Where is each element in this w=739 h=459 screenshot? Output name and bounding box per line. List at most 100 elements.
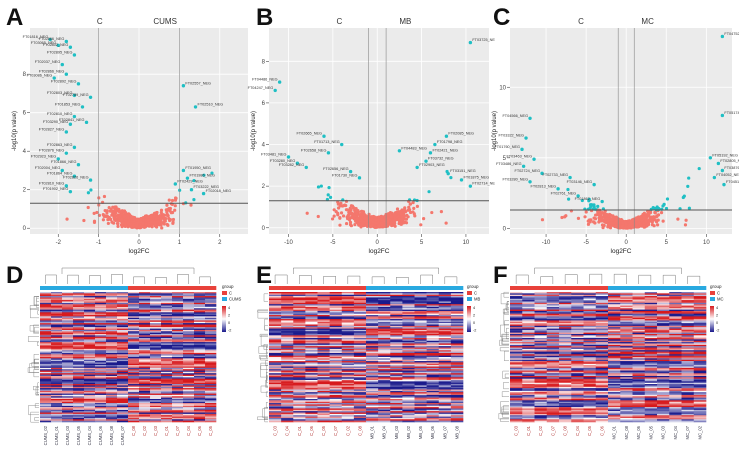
heatmap-cell xyxy=(183,351,195,354)
heatmap-cell xyxy=(438,369,452,371)
heatmap-cell xyxy=(172,392,184,394)
heatmap-cell xyxy=(305,340,318,343)
heatmap-cell xyxy=(341,367,355,370)
nonsignificant-point xyxy=(155,220,159,224)
heatmap-cell xyxy=(117,365,129,367)
heatmap-cell xyxy=(205,355,217,358)
heatmap-cell xyxy=(40,347,52,350)
heatmap-cell xyxy=(293,382,306,385)
nonsignificant-point xyxy=(105,209,109,213)
heatmap-cell xyxy=(51,393,63,396)
heatmap-cell xyxy=(194,302,206,305)
heatmap-cell xyxy=(172,297,184,300)
heatmap-cell xyxy=(40,325,52,328)
heatmap-cell xyxy=(40,358,52,361)
heatmap-cell xyxy=(329,340,343,343)
heatmap-cell xyxy=(317,342,330,344)
dendrogram-branch xyxy=(266,372,268,380)
heatmap-cell xyxy=(106,347,118,350)
heatmap-cell xyxy=(62,319,74,321)
heatmap-cell xyxy=(139,301,151,304)
heatmap-cell xyxy=(426,300,440,302)
heatmap-cell xyxy=(172,309,184,312)
heatmap-cell xyxy=(139,386,151,389)
x-tick-label: 1 xyxy=(178,240,182,246)
nonsignificant-point xyxy=(171,217,176,222)
nonsignificant-point xyxy=(159,208,164,212)
heatmap-cell xyxy=(390,294,403,297)
heatmap-cell xyxy=(128,392,140,394)
heatmap-cell xyxy=(378,361,391,363)
heatmap-cell xyxy=(390,375,403,378)
heatmap-cell xyxy=(62,333,74,336)
heatmap-cell xyxy=(390,362,403,365)
heatmap-cell xyxy=(317,338,330,340)
heatmap-cell xyxy=(51,403,63,405)
heatmap-cell xyxy=(281,370,294,373)
heatmap-cell xyxy=(450,347,464,350)
heatmap-cell xyxy=(161,313,173,316)
heatmap-cell xyxy=(51,319,63,321)
heatmap-cell xyxy=(183,335,195,337)
point-label: FT02810_NEG xyxy=(39,181,65,185)
heatmap-cell xyxy=(161,357,173,359)
nonsignificant-point xyxy=(395,207,400,211)
heatmap-cell xyxy=(62,297,74,300)
heatmap-cell xyxy=(293,358,306,361)
heatmap-cell xyxy=(139,323,151,325)
heatmap-cell xyxy=(366,310,379,313)
heatmap-cell xyxy=(40,305,52,308)
heatmap-cell xyxy=(161,404,173,407)
heatmap-cell xyxy=(281,355,294,358)
heatmap-cell xyxy=(390,351,403,354)
heatmap-cell xyxy=(402,365,415,367)
nonsignificant-point xyxy=(108,209,112,213)
heatmap-cell xyxy=(390,300,403,302)
heatmap-cell xyxy=(269,362,282,365)
heatmap-cell xyxy=(205,417,217,420)
heatmap-cell xyxy=(106,403,118,405)
heatmap-cell xyxy=(117,315,129,317)
heatmap-cell xyxy=(172,361,184,363)
heatmap-cell xyxy=(40,352,52,355)
heatmap-cell xyxy=(402,351,415,354)
heatmap-cell xyxy=(305,371,318,374)
heatmap-cell xyxy=(117,351,129,354)
heatmap-cell xyxy=(341,355,355,358)
heatmap-cell xyxy=(139,298,151,301)
heatmap-cell xyxy=(426,305,440,308)
plot-background xyxy=(269,28,489,234)
heatmap-cell xyxy=(205,357,217,359)
heatmap-cell xyxy=(40,319,52,321)
heatmap-cell xyxy=(366,338,379,340)
heatmap-cell xyxy=(128,343,140,346)
heatmap-cell xyxy=(95,351,107,354)
heatmap-cell xyxy=(183,378,195,381)
heatmap-cell xyxy=(172,327,184,329)
heatmap-cell xyxy=(150,324,162,327)
heatmap-cell xyxy=(40,355,52,358)
heatmap-cell xyxy=(402,293,415,296)
heatmap-cell xyxy=(84,336,96,339)
heatmap-cell xyxy=(353,313,367,316)
heatmap-cell xyxy=(95,293,107,296)
heatmap-cell xyxy=(281,346,294,348)
heatmap-cell xyxy=(117,308,129,310)
nonsignificant-point xyxy=(150,225,154,229)
heatmap-cell xyxy=(317,351,330,354)
labeled-point xyxy=(193,105,198,109)
heatmap-cell xyxy=(106,332,118,335)
nonsignificant-point xyxy=(646,212,650,216)
labeled-point xyxy=(520,147,524,152)
heatmap-cell xyxy=(305,377,318,379)
heatmap-cell xyxy=(117,355,129,358)
heatmap-cell xyxy=(62,338,74,340)
heatmap-cell xyxy=(172,378,184,381)
nonsignificant-point xyxy=(540,218,545,222)
point-label: FT02827_NEG xyxy=(39,127,65,131)
nonsignificant-point xyxy=(92,220,97,224)
heatmap-cell xyxy=(402,306,415,309)
heatmap-cell xyxy=(317,357,330,359)
heatmap-cell xyxy=(95,321,107,324)
heatmap-cell xyxy=(95,373,107,375)
